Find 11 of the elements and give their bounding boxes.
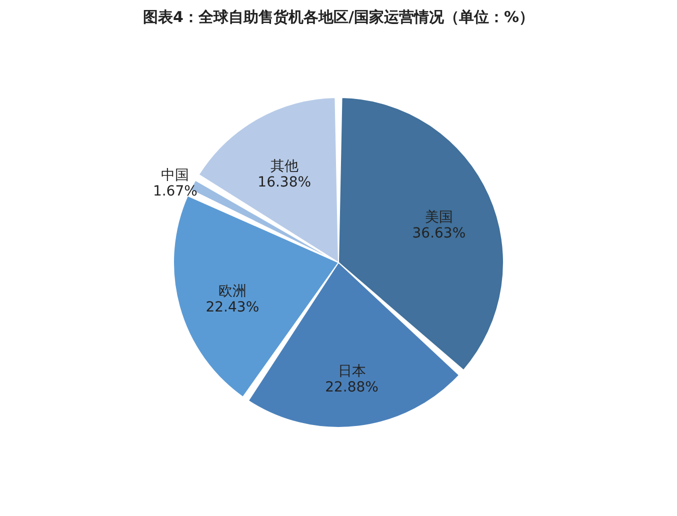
slice-label: 日本 [338,364,366,380]
chart-title: 图表4：全球自助售货机各地区/国家运营情况（单位：%） [143,8,534,26]
data-label: 1.67% [152,184,198,200]
data-label: 22.43% [206,300,260,316]
slice-label: 其他 [270,158,298,175]
data-label: 22.88% [325,380,378,396]
data-label: 36.63% [412,226,466,242]
data-label: 16.38% [258,174,312,191]
slice-label: 中国 [161,168,190,184]
slice-label: 欧洲 [218,284,246,300]
slice-label: 美国 [424,210,453,226]
